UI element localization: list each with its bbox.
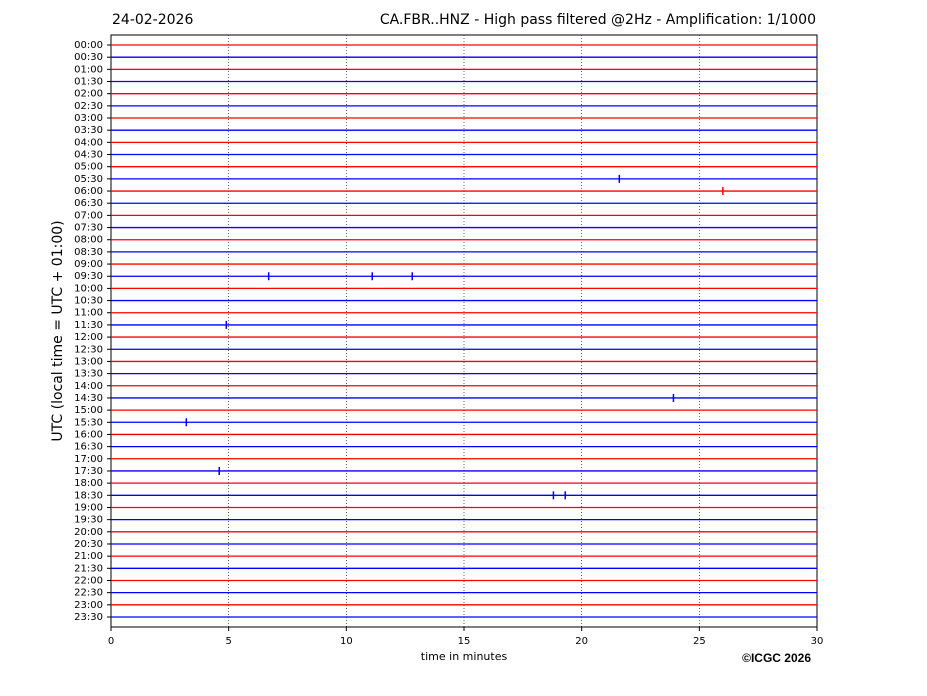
x-tick-label: 20	[575, 636, 588, 647]
y-tick-label: 02:30	[74, 101, 103, 112]
y-tick-label: 18:30	[74, 490, 103, 501]
x-tick-label: 15	[458, 636, 471, 647]
y-tick-label: 07:00	[74, 210, 103, 221]
x-axis-label: time in minutes	[421, 650, 508, 663]
y-tick-label: 23:00	[74, 600, 103, 611]
x-tick-label: 10	[340, 636, 353, 647]
y-tick-label: 06:30	[74, 198, 103, 209]
y-tick-label: 02:00	[74, 89, 103, 100]
y-tick-label: 04:00	[74, 137, 103, 148]
y-tick-label: 09:30	[74, 271, 103, 282]
y-tick-label: 21:00	[74, 551, 103, 562]
copyright: ©ICGC 2026	[742, 651, 811, 665]
y-tick-label: 00:00	[74, 40, 103, 51]
y-tick-label: 07:30	[74, 223, 103, 234]
y-tick-label: 10:30	[74, 296, 103, 307]
y-tick-label: 10:00	[74, 283, 103, 294]
y-tick-label: 16:30	[74, 442, 103, 453]
y-tick-label: 11:00	[74, 308, 103, 319]
y-tick-label: 01:30	[74, 77, 103, 88]
y-tick-label: 05:00	[74, 162, 103, 173]
y-tick-label: 13:30	[74, 369, 103, 380]
y-tick-label: 19:00	[74, 502, 103, 513]
x-tick-label: 30	[811, 636, 824, 647]
y-tick-label: 11:30	[74, 320, 103, 331]
plot-frame	[110, 34, 818, 628]
y-tick-label: 04:30	[74, 150, 103, 161]
y-tick-label: 20:30	[74, 539, 103, 550]
y-tick-label: 17:00	[74, 454, 103, 465]
y-tick-label: 06:00	[74, 186, 103, 197]
date: 24-02-2026	[112, 12, 193, 28]
y-tick-label: 14:30	[74, 393, 103, 404]
y-tick-label: 03:00	[74, 113, 103, 124]
y-tick-label: 01:00	[74, 64, 103, 75]
y-tick-label: 15:00	[74, 405, 103, 416]
x-tick-label: 25	[693, 636, 706, 647]
y-tick-label: 23:30	[74, 612, 103, 623]
y-tick-label: 19:30	[74, 515, 103, 526]
y-tick-label: 08:00	[74, 235, 103, 246]
y-tick-label: 09:00	[74, 259, 103, 270]
y-tick-label: 08:30	[74, 247, 103, 258]
y-tick-label: 18:00	[74, 478, 103, 489]
y-tick-label: 22:30	[74, 588, 103, 599]
y-tick-label: 16:00	[74, 429, 103, 440]
x-tick-label: 5	[225, 636, 231, 647]
y-tick-label: 03:30	[74, 125, 103, 136]
y-tick-label: 14:00	[74, 381, 103, 392]
y-tick-label: 13:00	[74, 356, 103, 367]
chart-title: CA.FBR..HNZ - High pass filtered @2Hz - …	[380, 12, 816, 28]
y-axis-label: UTC (local time = UTC + 01:00)	[50, 220, 66, 441]
x-tick-label: 0	[108, 636, 114, 647]
y-tick-label: 00:30	[74, 52, 103, 63]
y-tick-label: 05:30	[74, 174, 103, 185]
y-tick-label: 17:30	[74, 466, 103, 477]
y-tick-label: 21:30	[74, 563, 103, 574]
y-tick-label: 15:30	[74, 417, 103, 428]
y-tick-label: 12:30	[74, 344, 103, 355]
y-tick-label: 20:00	[74, 527, 103, 538]
y-tick-label: 12:00	[74, 332, 103, 343]
y-tick-label: 22:00	[74, 575, 103, 586]
